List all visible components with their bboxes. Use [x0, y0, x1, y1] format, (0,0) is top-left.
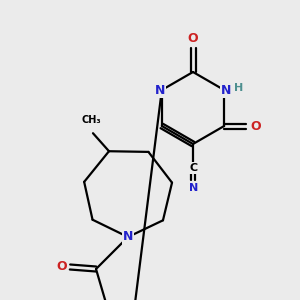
Text: H: H	[234, 83, 243, 93]
Text: O: O	[188, 32, 198, 44]
Text: N: N	[221, 83, 231, 97]
Text: O: O	[57, 260, 67, 274]
Text: N: N	[123, 230, 133, 244]
Text: O: O	[251, 119, 262, 133]
Text: C: C	[190, 163, 198, 173]
Text: N: N	[154, 83, 165, 97]
Text: N: N	[189, 183, 199, 193]
Text: CH₃: CH₃	[81, 115, 101, 125]
